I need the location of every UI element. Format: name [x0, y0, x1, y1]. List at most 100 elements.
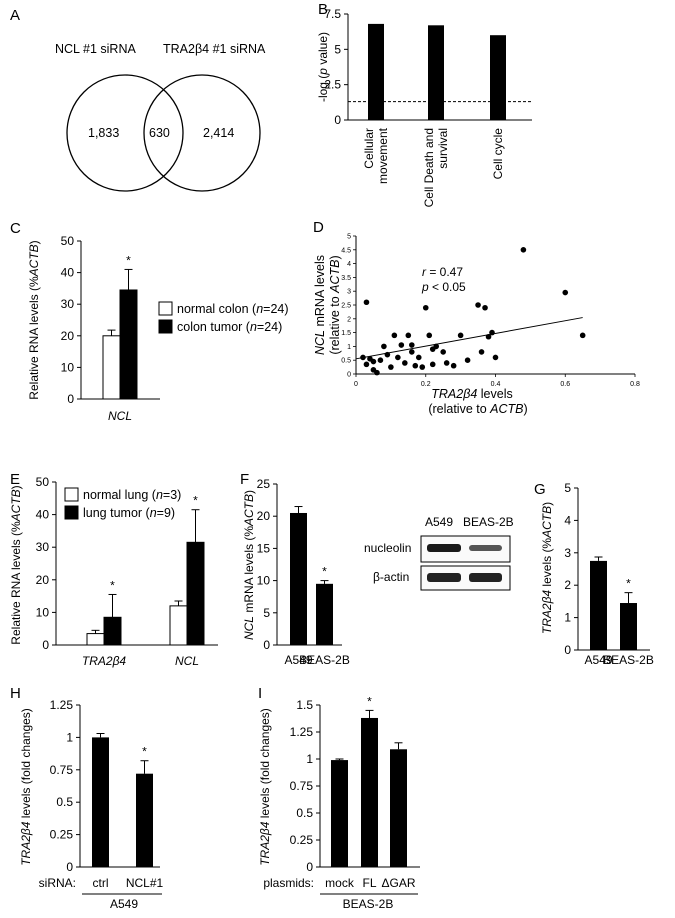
bar: [390, 749, 407, 867]
y-tick-label: 20: [257, 509, 271, 523]
y-axis-label: TRA2β4 levels (fold changes): [258, 708, 272, 866]
scatter-point: [429, 361, 436, 368]
scatter-point: [402, 360, 408, 366]
blot-row-label: β-actin: [373, 570, 409, 584]
blot-band: [427, 573, 461, 582]
scatter-point: [363, 299, 370, 306]
y-tick-label: 50: [36, 475, 50, 489]
bar: [361, 717, 378, 867]
group-label: BEAS-2B: [343, 897, 394, 911]
y-tick-label: 15: [257, 541, 271, 555]
blot-band: [469, 545, 502, 551]
bar-normal: [102, 335, 121, 400]
bar: [331, 760, 348, 867]
y-axis-label: TRA2β4 levels (%ACTB): [540, 502, 554, 634]
y-axis-label: TRA2β4 levels (fold changes): [19, 708, 33, 866]
y-axis-label: Relative RNA levels (%ACTB): [9, 485, 23, 644]
y-axis-label: NCL mRNA levels (%ACTB): [242, 490, 256, 640]
panel-label-d: D: [313, 219, 324, 236]
x-tick-label: 0.8: [630, 381, 640, 388]
significance-star: *: [193, 494, 198, 508]
x-tick-label: ΔGAR: [381, 876, 415, 890]
y-tick-label: 10: [257, 574, 271, 588]
bar: [316, 583, 333, 645]
bar-tumor: [103, 616, 122, 646]
y-tick-label: 5: [334, 42, 341, 56]
venn-count-tra2b4-only: 2,414: [203, 126, 234, 140]
y-tick-label: 3: [564, 546, 571, 560]
venn-circle-tra2b4: [143, 74, 261, 192]
bar: [490, 35, 506, 121]
y-tick-label: 7.5: [324, 7, 341, 21]
panel-label-h: H: [10, 685, 21, 702]
scatter-point: [440, 349, 446, 355]
chart-i: 0 0.25 0.5 0.75 1 1.25 1.5 mock * FL ΔGAR TRA2β4 le…: [258, 694, 420, 911]
scatter-point: [579, 332, 586, 339]
y-tick-label: 0.5: [56, 795, 73, 809]
western-blot: A549 BEAS-2B nucleolin β-actin: [364, 515, 514, 591]
y-tick-label: 40: [61, 266, 75, 280]
chart-c: 0 10 20 30 40 50 * NCL Relative RNA levels (%ACT…: [27, 234, 289, 423]
venn-diagram: NCL #1 siRNA TRA2β4 #1 siRNA 1,833 630 2…: [55, 42, 266, 192]
chart-f: 0 5 10 15 20 25 A549 * BEAS-2B NCL mRNA levels (%…: [242, 477, 350, 667]
scatter-point: [409, 342, 415, 348]
scatter-point: [391, 332, 398, 339]
y-tick-label: 1.5: [296, 698, 313, 712]
x-tick-label: NCL: [108, 409, 132, 423]
scatter-point: [426, 332, 433, 339]
panel-label-g: G: [534, 481, 546, 498]
y-tick-label: 3: [347, 289, 351, 296]
y-tick-label: 50: [61, 234, 75, 248]
scatter-point: [377, 357, 384, 364]
scatter-point: [419, 364, 426, 370]
y-tick-label: 0: [334, 113, 341, 127]
x-tick-label: A549: [284, 653, 312, 667]
y-tick-label: 1: [347, 344, 351, 351]
y-tick-label: 2: [564, 578, 571, 592]
blot-row-label: nucleolin: [364, 541, 411, 555]
x-tick-label: A549: [584, 653, 612, 667]
y-tick-label: 0.25: [290, 833, 314, 847]
scatter-point: [422, 304, 429, 311]
y-tick-label: 10: [36, 605, 50, 619]
y-tick-label: 40: [36, 508, 50, 522]
x-tick-label: mock: [325, 876, 355, 890]
y-tick-label: 0: [564, 643, 571, 657]
blot-lane-label: A549: [425, 515, 453, 529]
y-tick-label: 0.75: [290, 779, 314, 793]
venn-set-label-ncl: NCL #1 siRNA: [55, 42, 136, 56]
legend-label: normal colon (n=24): [177, 302, 289, 316]
y-tick-label: 0: [42, 638, 49, 652]
chart-d: 0 0.5 1 1.5 2 2.5 3 3.5 4 4.5 5 0 0.2 0.4 0.6 0.8 r = 0.…: [313, 234, 640, 417]
y-tick-label: 1: [306, 752, 313, 766]
scatter-point: [370, 358, 377, 365]
x-tick-label: Cellularmovement: [362, 127, 390, 184]
legend-swatch: [158, 319, 173, 334]
scatter-point: [412, 362, 419, 369]
y-tick-label: 10: [61, 360, 75, 374]
y-tick-label: 4.5: [341, 247, 351, 254]
y-tick-label: 0: [67, 392, 74, 406]
y-tick-label: 5: [564, 481, 571, 495]
venn-set-label-tra2b4: TRA2β4 #1 siRNA: [163, 42, 266, 56]
significance-star: *: [126, 253, 131, 267]
row-label: plasmids:: [263, 876, 314, 890]
blot-lane-label: BEAS-2B: [463, 515, 514, 529]
scatter-point: [381, 343, 387, 350]
y-tick-label: 0.5: [341, 358, 351, 365]
y-tick-label: 2.5: [324, 78, 341, 92]
legend-label: colon tumor (n=24): [177, 320, 282, 334]
scatter-point: [409, 349, 415, 355]
bar: [590, 560, 607, 650]
bar: [620, 603, 637, 650]
y-tick-label: 0.5: [296, 806, 313, 820]
panel-label-a: A: [10, 7, 20, 24]
blot-band: [469, 573, 502, 582]
bar: [428, 25, 444, 120]
y-tick-label: 0: [306, 860, 313, 874]
chart-h: 0 0.25 0.5 0.75 1 1.25 ctrl * NCL#1 TRA2β4 levels…: [19, 698, 164, 911]
y-tick-label: 25: [257, 477, 271, 491]
y-tick-label: 1: [564, 611, 571, 625]
y-tick-label: 4: [564, 513, 571, 527]
